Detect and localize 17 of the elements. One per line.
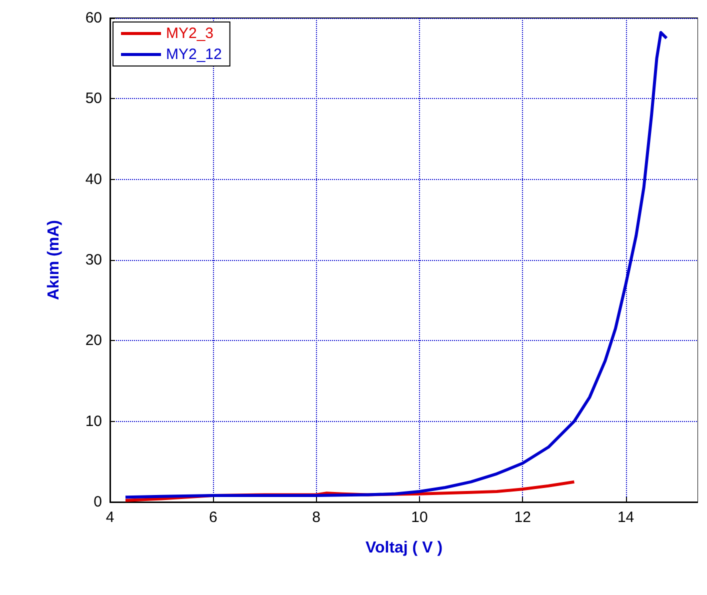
x-tick-label: 10 bbox=[411, 509, 428, 526]
y-axis-title: Akım (mA) bbox=[46, 220, 62, 300]
y-tick-label: 10 bbox=[85, 412, 102, 430]
legend-label: MY2_3 bbox=[166, 25, 214, 42]
y-tick-label: 50 bbox=[85, 90, 102, 108]
x-axis-title: Voltaj ( V ) bbox=[365, 540, 443, 556]
x-tick-label: 14 bbox=[617, 509, 634, 526]
y-tick-label: 20 bbox=[85, 332, 102, 350]
y-tick-label: 30 bbox=[85, 252, 102, 268]
x-tick-label: 12 bbox=[514, 509, 531, 526]
y-tick-label: 60 bbox=[85, 10, 102, 26]
x-tick-label: 4 bbox=[106, 509, 114, 526]
y-tick-label: 40 bbox=[85, 170, 102, 188]
x-tick-label: 8 bbox=[312, 509, 320, 526]
x-tick-label: 6 bbox=[208, 509, 218, 526]
y-tick-label: 0 bbox=[94, 494, 102, 510]
legend-label: MY2_12 bbox=[166, 46, 222, 63]
